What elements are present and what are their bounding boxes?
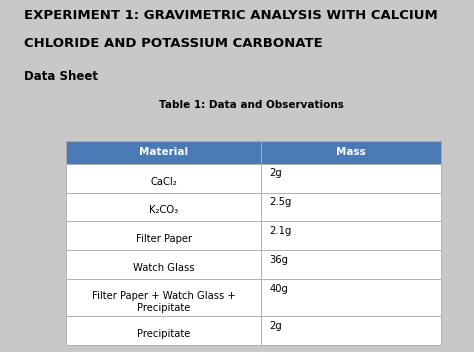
Bar (261, 193, 441, 221)
Text: Precipitate: Precipitate (137, 329, 191, 339)
Text: CHLORIDE AND POTASSIUM CARBONATE: CHLORIDE AND POTASSIUM CARBONATE (24, 37, 322, 50)
Bar (66, 193, 261, 221)
Text: 40g: 40g (270, 284, 289, 294)
Text: 2g: 2g (270, 321, 283, 331)
Bar (66, 250, 261, 279)
Text: Filter Paper: Filter Paper (136, 234, 192, 244)
Text: Table 1: Data and Observations: Table 1: Data and Observations (159, 100, 344, 110)
Text: Material: Material (139, 147, 188, 157)
Text: CaCl₂: CaCl₂ (150, 177, 177, 187)
Text: 2.5g: 2.5g (270, 197, 292, 207)
Bar (261, 279, 441, 316)
Text: 2g: 2g (270, 168, 283, 178)
Text: K₂CO₃: K₂CO₃ (149, 206, 178, 215)
Bar (66, 141, 261, 164)
Text: EXPERIMENT 1: GRAVIMETRIC ANALYSIS WITH CALCIUM: EXPERIMENT 1: GRAVIMETRIC ANALYSIS WITH … (24, 9, 438, 22)
Text: 36g: 36g (270, 255, 289, 265)
Text: 2.1g: 2.1g (270, 226, 292, 236)
Text: Filter Paper + Watch Glass +
Precipitate: Filter Paper + Watch Glass + Precipitate (92, 291, 236, 313)
Text: Watch Glass: Watch Glass (133, 263, 194, 273)
Bar (261, 141, 441, 164)
Bar (66, 164, 261, 193)
Bar (261, 250, 441, 279)
Bar (66, 221, 261, 250)
Text: Mass: Mass (336, 147, 366, 157)
Bar (261, 316, 441, 345)
Bar (66, 316, 261, 345)
Bar (261, 164, 441, 193)
Bar (261, 221, 441, 250)
Bar (66, 279, 261, 316)
Text: Data Sheet: Data Sheet (24, 70, 98, 83)
